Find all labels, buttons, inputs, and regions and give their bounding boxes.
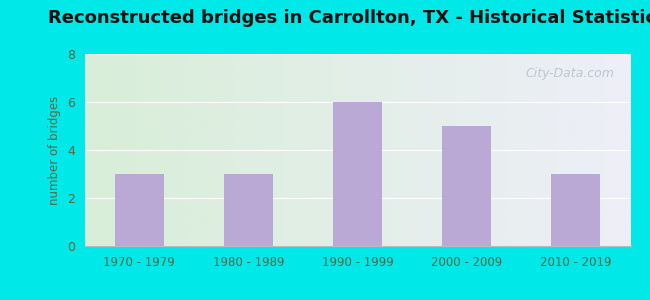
Text: Reconstructed bridges in Carrollton, TX - Historical Statistics: Reconstructed bridges in Carrollton, TX … xyxy=(48,9,650,27)
Bar xyxy=(224,174,273,246)
Bar xyxy=(333,102,382,246)
Y-axis label: number of bridges: number of bridges xyxy=(48,95,61,205)
Text: City-Data.com: City-Data.com xyxy=(525,68,614,80)
Bar xyxy=(551,174,601,246)
Bar xyxy=(114,174,164,246)
Bar xyxy=(442,126,491,246)
